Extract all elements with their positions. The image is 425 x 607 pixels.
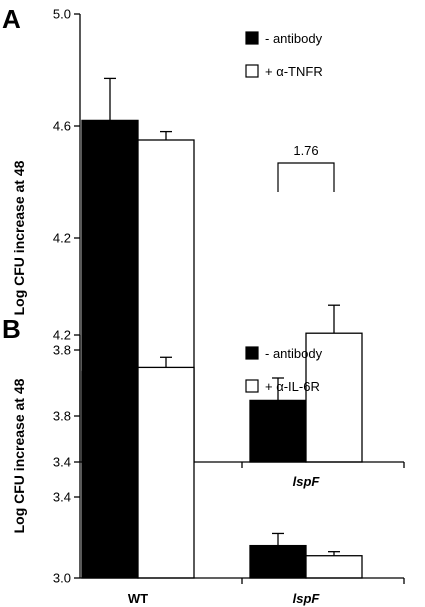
panel-letter: B [2, 314, 21, 344]
bar-B-0-0 [81, 370, 139, 579]
x-tick-label: WT [128, 591, 148, 606]
y-tick-label: 4.6 [53, 119, 71, 134]
annotation-label: 1.76 [293, 143, 318, 158]
y-tick-label: 3.4 [53, 455, 71, 470]
y-tick-label: 3.0 [53, 571, 71, 586]
y-tick-label: 4.2 [53, 231, 71, 246]
x-tick-label: lspF [293, 591, 321, 606]
bar-A-0-1 [249, 399, 307, 463]
y-tick-label: 5.0 [53, 7, 71, 22]
y-tick-label: 4.2 [53, 328, 71, 343]
legend-swatch-1 [245, 64, 259, 78]
annotation-bracket [277, 162, 335, 192]
legend-swatch-0 [245, 346, 259, 360]
y-tick-label: 3.4 [53, 490, 71, 505]
legend-label-1: + α-TNFR [265, 64, 323, 79]
legend-label-0: - antibody [265, 31, 323, 46]
bar-B-0-1 [249, 544, 307, 579]
y-tick-label: 3.8 [53, 409, 71, 424]
legend-label-1: + α-IL-6R [265, 379, 320, 394]
bar-B-1-1 [305, 555, 363, 579]
y-tick-label: 3.8 [53, 343, 71, 358]
bar-B-1-0 [137, 366, 195, 579]
x-tick-label: lspF [293, 474, 321, 489]
panel-letter: A [2, 4, 21, 34]
legend-label-0: - antibody [265, 346, 323, 361]
y-axis-title: Log CFU increase at 48 [11, 160, 27, 315]
y-axis-title: Log CFU increase at 48 [11, 378, 27, 533]
legend-swatch-1 [245, 379, 259, 393]
legend-swatch-0 [245, 31, 259, 45]
